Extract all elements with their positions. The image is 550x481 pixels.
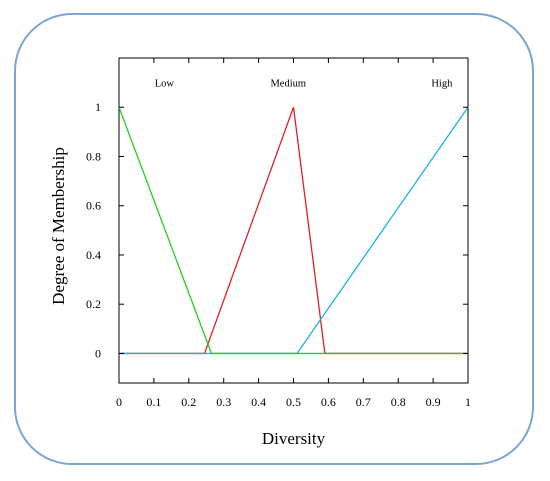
- x-axis-title: Diversity: [262, 429, 326, 448]
- plot-area: [118, 57, 469, 384]
- series-line-medium: [119, 107, 468, 355]
- term-label-low: Low: [155, 78, 175, 89]
- y-axis-title: Degree of Membership: [49, 147, 68, 305]
- series-line-high: [119, 106, 469, 355]
- x-tick-label: 0.2: [181, 395, 196, 409]
- x-tick-label: 0.3: [216, 395, 231, 409]
- x-tick-label: 0: [116, 395, 122, 409]
- x-tick-label: 1: [465, 395, 471, 409]
- y-tick-label: 0.2: [86, 297, 101, 311]
- y-tick-label: 0.4: [86, 248, 101, 262]
- series-line-low: [118, 107, 468, 355]
- series-layer: [118, 106, 469, 355]
- term-label-medium: Medium: [270, 78, 306, 89]
- term-labels-layer: Low Medium High: [155, 78, 453, 89]
- rounded-frame: [14, 13, 534, 465]
- x-tick-label: 0.7: [356, 395, 371, 409]
- y-tick-label: 1: [95, 100, 101, 114]
- x-tick-label: 0.8: [391, 395, 406, 409]
- y-tick-label: 0.6: [86, 199, 101, 213]
- x-tick-label: 0.1: [146, 395, 161, 409]
- x-tick-label: 0.4: [251, 395, 266, 409]
- x-tick-label: 0.9: [426, 395, 441, 409]
- y-tick-label: 0.8: [86, 149, 101, 163]
- y-tick-label: 0: [95, 346, 101, 360]
- term-label-high: High: [431, 78, 453, 89]
- ticks-layer: 0 0.1 0.2 0.3 0.4 0.5 0.6 0.7 0.8 0.9 1 0 0.2 0.4 0.6 0…: [86, 58, 471, 409]
- x-tick-label: 0.5: [286, 395, 301, 409]
- x-tick-label: 0.6: [321, 395, 336, 409]
